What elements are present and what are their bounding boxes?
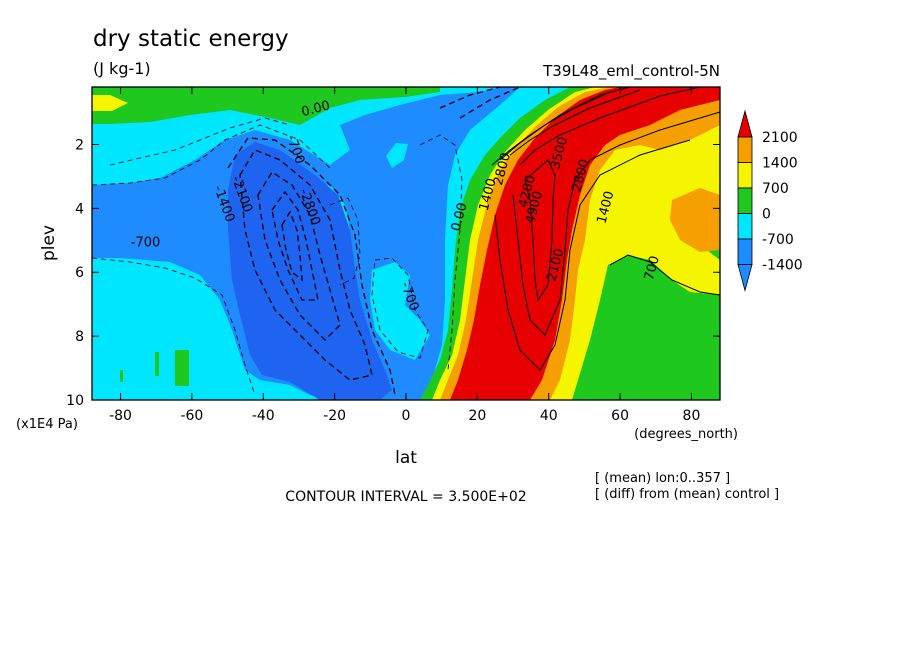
colorbar-label: 2100 xyxy=(762,130,798,146)
chart-units: (J kg-1) xyxy=(93,59,151,78)
plot-area xyxy=(92,87,720,400)
x-tick-label: -40 xyxy=(252,408,275,424)
field-fill-minus2100 xyxy=(228,142,392,400)
x-tick-label: 0 xyxy=(402,408,411,424)
x-tick-label: -60 xyxy=(180,408,203,424)
x-axis: -80 -60 -40 -20 0 20 40 60 80 xyxy=(109,87,700,424)
x-axis-units: (degrees_north) xyxy=(634,427,738,442)
colorbar-label: -700 xyxy=(762,232,794,248)
field-fill-orange-nh-blob xyxy=(670,188,720,252)
y-axis: 2 4 6 8 10 xyxy=(66,137,720,409)
colorbar-label: -1400 xyxy=(762,258,803,274)
colorbar-swatch xyxy=(737,162,753,189)
y-axis-units: (x1E4 Pa) xyxy=(16,417,78,432)
contour-label: -700 xyxy=(131,236,161,251)
x-axis-label: lat xyxy=(395,448,417,468)
field-fill-tiny-patch xyxy=(386,143,408,168)
y-tick-label: 2 xyxy=(75,137,84,153)
field-fill-green-spot2 xyxy=(155,352,159,376)
colorbar-swatch xyxy=(737,238,753,265)
contour-label: 700 xyxy=(642,254,663,282)
colorbar-top-arrow xyxy=(737,109,753,138)
y-tick-label: 8 xyxy=(75,329,84,345)
contour-lines-negative xyxy=(227,87,521,396)
x-tick-label: -20 xyxy=(323,408,346,424)
colorbar-swatch xyxy=(737,213,753,240)
colorbar-swatch xyxy=(737,136,753,163)
field-fill-red xyxy=(450,87,720,400)
colorbar-label: 1400 xyxy=(762,156,798,172)
y-tick-label: 10 xyxy=(66,393,84,409)
field-fill-green-spot xyxy=(175,350,189,386)
x-tick-label: 80 xyxy=(683,408,701,424)
field-fill-green-top xyxy=(92,87,440,125)
colorbar-label: 0 xyxy=(762,207,771,223)
note-diff-from: [ (diff) from (mean) control ] xyxy=(595,487,779,502)
y-tick-label: 6 xyxy=(75,265,84,281)
contour-label: 0.00 xyxy=(300,98,332,120)
x-tick-label: 60 xyxy=(611,408,629,424)
chart-title: dry static energy xyxy=(93,26,289,52)
contour-lines-positive xyxy=(491,87,720,371)
colorbar-label: 700 xyxy=(762,181,789,197)
contour-interval: CONTOUR INTERVAL = 3.500E+02 xyxy=(285,489,526,505)
x-tick-label: 40 xyxy=(540,408,558,424)
y-axis-label: plev xyxy=(39,225,59,261)
chart-case-label: T39L48_eml_control-5N xyxy=(542,62,720,81)
field-fill-green-spot3 xyxy=(120,370,123,382)
colorbar-swatch xyxy=(737,187,753,214)
colorbar: 2100 1400 700 0 -700 -1400 xyxy=(737,109,803,293)
contour-label: 0.00 xyxy=(449,201,471,233)
field-fill-yellow-spot xyxy=(92,95,128,111)
contour-lines-thin xyxy=(92,117,463,396)
x-tick-label: -80 xyxy=(109,408,132,424)
x-tick-label: 20 xyxy=(468,408,486,424)
note-mean-lon: [ (mean) lon:0..357 ] xyxy=(595,471,730,486)
colorbar-bottom-arrow xyxy=(737,264,753,293)
y-tick-label: 4 xyxy=(75,201,84,217)
